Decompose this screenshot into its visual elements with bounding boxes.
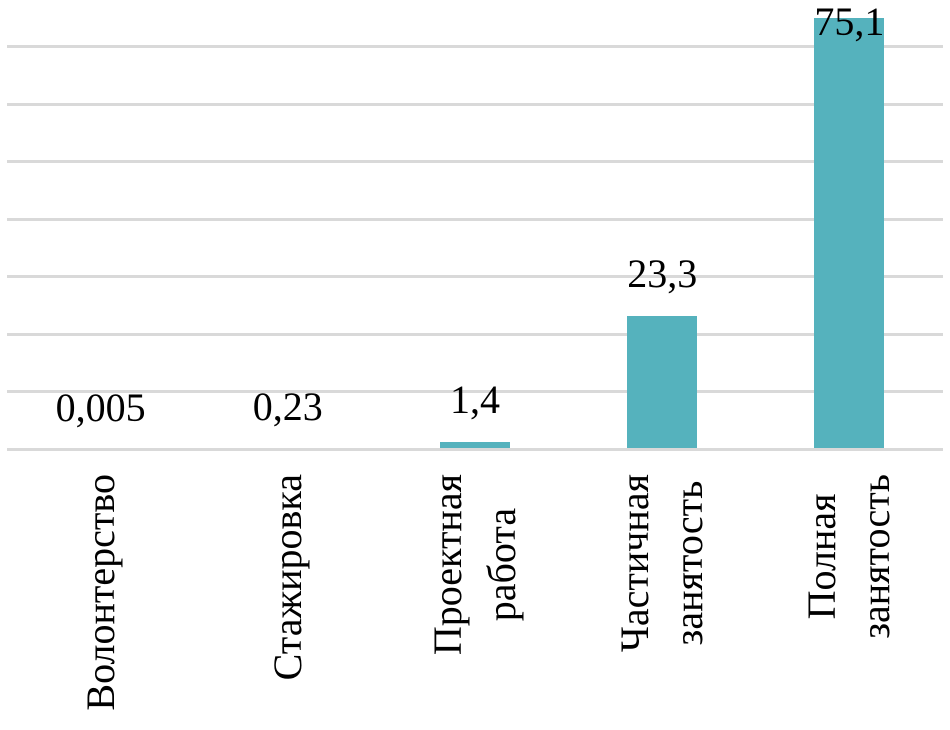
category-label-line: Частичная	[612, 474, 658, 653]
gridline	[7, 332, 943, 336]
gridline	[7, 102, 943, 106]
bar	[814, 18, 885, 450]
category-label-line: Стажировка	[264, 474, 310, 681]
category-label: Полная занятость	[791, 474, 907, 730]
bar-value-label: 75,1	[814, 0, 885, 44]
x-axis-line	[7, 447, 943, 451]
category-label-line: Полная	[799, 493, 845, 620]
category-label-line: Проектная	[425, 474, 470, 656]
gridline	[7, 217, 943, 221]
bar-value-label: 23,3	[627, 251, 698, 296]
category-label-line: занятость	[666, 480, 712, 646]
bar	[440, 442, 510, 450]
category-label-line: занятость	[853, 474, 899, 639]
bar	[627, 316, 698, 450]
category-label-lines: Проектная работа	[421, 474, 529, 655]
gridline	[7, 275, 943, 278]
category-label-line: Волонтерство	[77, 474, 123, 711]
category-label-lines: Стажировка	[261, 474, 315, 680]
category-label-lines: Полная занятость	[795, 474, 903, 639]
category-label: Волонтерство	[43, 474, 159, 730]
bar-value-label: 0,23	[252, 384, 323, 429]
category-label: Стажировка	[230, 474, 346, 730]
gridline	[7, 160, 943, 163]
bar-value-label: 1,4	[450, 377, 500, 422]
category-label: Проектная работа	[417, 474, 533, 730]
category-label-lines: Частичная занятость	[608, 474, 716, 652]
category-label-lines: Волонтерство	[74, 474, 128, 711]
gridline	[7, 390, 943, 393]
category-label-line: работа	[479, 507, 524, 622]
gridline	[7, 45, 943, 48]
bar-value-label: 0,005	[55, 385, 146, 430]
category-label: Частичная занятость	[604, 474, 720, 730]
